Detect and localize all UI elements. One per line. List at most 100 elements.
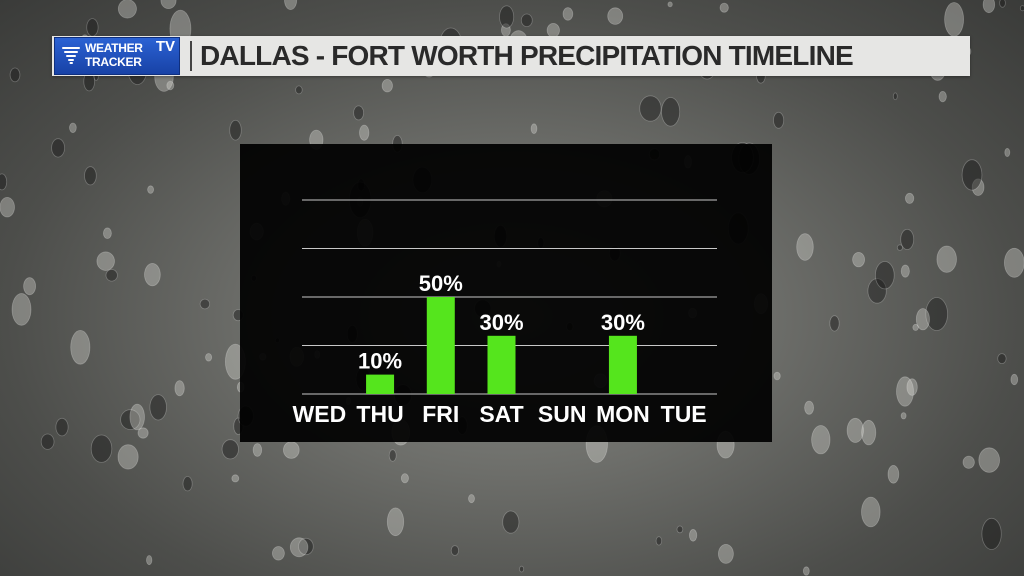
- raindrop: [282, 441, 300, 459]
- raindrop: [120, 409, 141, 430]
- raindrop: [981, 517, 1002, 550]
- data-label-mon: 30%: [601, 310, 645, 335]
- raindrop: [117, 444, 139, 470]
- raindrop: [284, 0, 298, 10]
- header-bar: WEATHER TRACKER TV DALLAS - FORT WORTH P…: [52, 36, 970, 76]
- raindrop: [103, 227, 112, 239]
- raindrop: [904, 192, 915, 204]
- raindrop: [174, 380, 185, 397]
- data-label-fri: 50%: [419, 271, 463, 296]
- raindrop: [978, 447, 1000, 473]
- raindrop: [129, 403, 145, 431]
- raindrop: [146, 555, 153, 566]
- raindrop: [718, 544, 734, 564]
- raindrop: [1019, 5, 1024, 12]
- tick-label-sat: SAT: [479, 401, 523, 427]
- bar-thu: [366, 374, 395, 394]
- raindrop: [271, 546, 285, 561]
- raindrop: [982, 0, 996, 14]
- tick-label-wed: WED: [293, 401, 347, 427]
- data-label-sat: 30%: [479, 310, 523, 335]
- raindrop: [149, 394, 167, 421]
- raindrop: [562, 7, 574, 21]
- precipitation-bar-chart: WED 10% THU 50% FRI 30% SAT SUN 30% MON TUE: [293, 199, 717, 427]
- raindrop: [359, 124, 370, 141]
- raindrop: [971, 178, 985, 196]
- raindrop: [55, 417, 69, 437]
- raindrop: [117, 0, 137, 19]
- raindrop: [400, 473, 409, 484]
- raindrop: [773, 371, 781, 381]
- logo-text-tracker: TRACKER: [85, 55, 142, 69]
- tick-label-tue: TUE: [661, 401, 707, 427]
- logo-text-weather: WEATHER: [85, 41, 143, 55]
- raindrop: [607, 7, 624, 25]
- raindrop: [229, 119, 242, 141]
- raindrop: [961, 159, 983, 191]
- raindrop: [499, 5, 515, 29]
- raindrop: [381, 78, 393, 93]
- raindrop: [852, 252, 865, 268]
- raindrop: [639, 95, 662, 122]
- raindrop: [520, 13, 533, 27]
- raindrop: [804, 400, 814, 415]
- raindrop: [962, 455, 975, 469]
- raindrop: [147, 185, 155, 194]
- raindrop: [137, 427, 149, 439]
- raindrop: [915, 308, 930, 331]
- raindrop: [84, 166, 97, 186]
- raindrop: [936, 245, 957, 273]
- page-title: DALLAS - FORT WORTH PRECIPITATION TIMELI…: [200, 40, 854, 71]
- chart-panel: WED 10% THU 50% FRI 30% SAT SUN 30% MON TUE: [240, 144, 772, 442]
- raindrop: [938, 91, 947, 103]
- raindrop: [1004, 147, 1011, 157]
- raindrop: [1010, 373, 1019, 386]
- raindrop: [468, 494, 475, 504]
- raindrop: [530, 123, 538, 134]
- raindrop: [70, 329, 91, 365]
- raindrop: [912, 323, 919, 331]
- raindrop: [802, 566, 810, 576]
- raindrop: [900, 412, 907, 420]
- bar-fri: [426, 297, 455, 394]
- raindrop: [23, 277, 37, 296]
- weather-tracker-tv-logo: WEATHER TRACKER TV: [54, 37, 180, 75]
- raindrop: [892, 92, 898, 101]
- header-divider: [190, 41, 192, 71]
- data-label-thu: 10%: [358, 349, 402, 374]
- logo-text-tv: TV: [155, 38, 175, 55]
- raindrop: [906, 378, 918, 396]
- raindrop: [96, 251, 115, 271]
- raindrop: [295, 85, 303, 95]
- raindrop: [160, 0, 177, 9]
- raindrop: [1004, 247, 1024, 278]
- tick-label-mon: MON: [596, 401, 650, 427]
- raindrop: [688, 528, 698, 542]
- raindrop: [40, 433, 55, 450]
- raindrop: [944, 2, 964, 37]
- tick-label-fri: FRI: [422, 401, 459, 427]
- raindrop: [861, 496, 881, 528]
- raindrop: [199, 298, 211, 310]
- raindrop: [0, 173, 8, 191]
- raindrop: [386, 507, 405, 537]
- raindrop: [719, 2, 729, 13]
- bar-sat: [487, 335, 516, 394]
- raindrop: [450, 545, 459, 556]
- raindrop: [667, 1, 673, 8]
- raindrop: [829, 315, 840, 332]
- raindrop: [166, 80, 175, 91]
- raindrop: [105, 269, 118, 282]
- raindrop: [997, 353, 1007, 365]
- raindrop: [90, 434, 113, 463]
- raindrop: [896, 244, 903, 251]
- tick-label-thu: THU: [356, 401, 403, 427]
- raindrop: [289, 537, 309, 558]
- raindrop: [846, 417, 864, 443]
- raindrop: [887, 464, 900, 484]
- bar-mon: [608, 335, 637, 394]
- raindrop: [661, 97, 681, 127]
- raindrop: [773, 111, 785, 129]
- raindrop: [655, 536, 663, 546]
- raindrop: [861, 419, 877, 446]
